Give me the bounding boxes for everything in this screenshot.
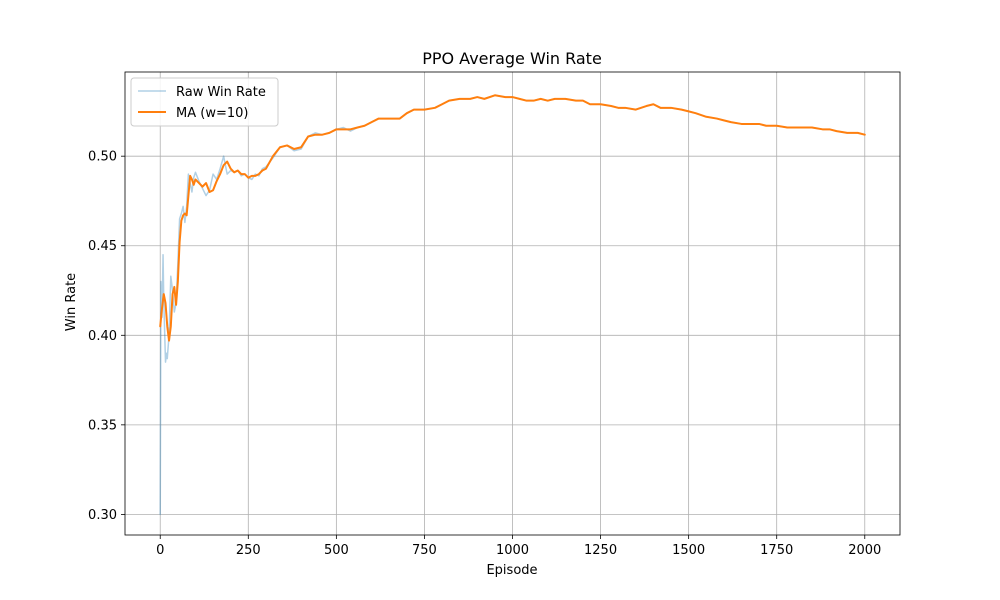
legend-frame [130, 77, 279, 127]
legend: Raw Win Rate MA (w=10) [130, 77, 279, 127]
axes-layer: 0 250 500 750 1000 1250 1500 1750 2000 0.30 0.35 0.… [88, 71, 901, 558]
y-tick-label: 0.35 [88, 418, 117, 433]
plot-frame [124, 71, 901, 536]
chart-title: PPO Average Win Rate [422, 49, 602, 68]
x-tick-label: 1000 [496, 543, 529, 558]
y-tick-label: 0.30 [88, 508, 117, 523]
x-tick-label: 1750 [760, 543, 793, 558]
x-tick-label: 1500 [672, 543, 705, 558]
x-tick-label: 2000 [848, 543, 881, 558]
labels-layer: PPO Average Win Rate Episode Win Rate [64, 49, 602, 578]
x-tick-label: 1250 [584, 543, 617, 558]
legend-label-raw: Raw Win Rate [176, 85, 266, 100]
series-line-moving-average [159, 94, 866, 342]
x-axis-label: Episode [486, 563, 537, 578]
y-tick-label: 0.40 [88, 329, 117, 344]
grid-layer [125, 72, 900, 535]
series-layer [159, 94, 866, 516]
x-tick-label: 0 [156, 543, 164, 558]
x-tick-label: 500 [324, 543, 349, 558]
y-tick-label: 0.50 [88, 150, 117, 165]
x-tick-label: 250 [236, 543, 261, 558]
x-tick-label: 750 [412, 543, 437, 558]
legend-label-ma: MA (w=10) [176, 106, 248, 121]
y-tick-label: 0.45 [88, 239, 117, 254]
y-axis-label: Win Rate [64, 273, 79, 331]
